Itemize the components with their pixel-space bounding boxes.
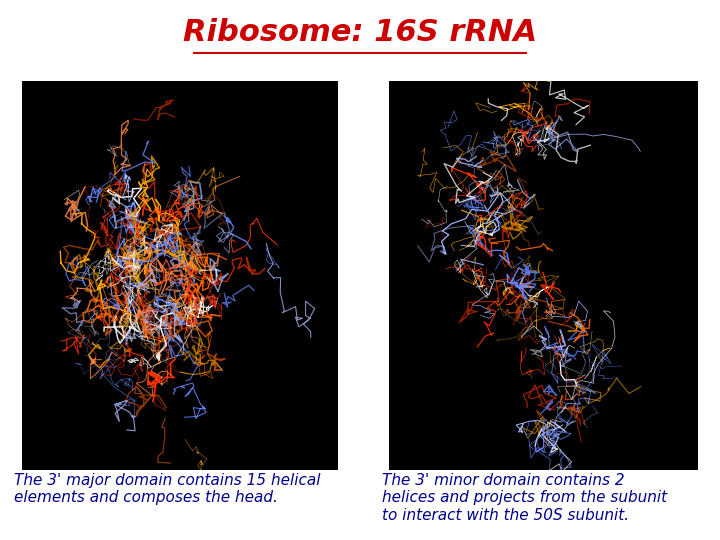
Text: Ribosome: 16S rRNA: Ribosome: 16S rRNA bbox=[183, 18, 537, 47]
Text: The 3' major domain contains 15 helical
elements and composes the head.: The 3' major domain contains 15 helical … bbox=[14, 473, 321, 505]
Text: The 3' minor domain contains 2
helices and projects from the subunit
to interact: The 3' minor domain contains 2 helices a… bbox=[382, 473, 667, 523]
